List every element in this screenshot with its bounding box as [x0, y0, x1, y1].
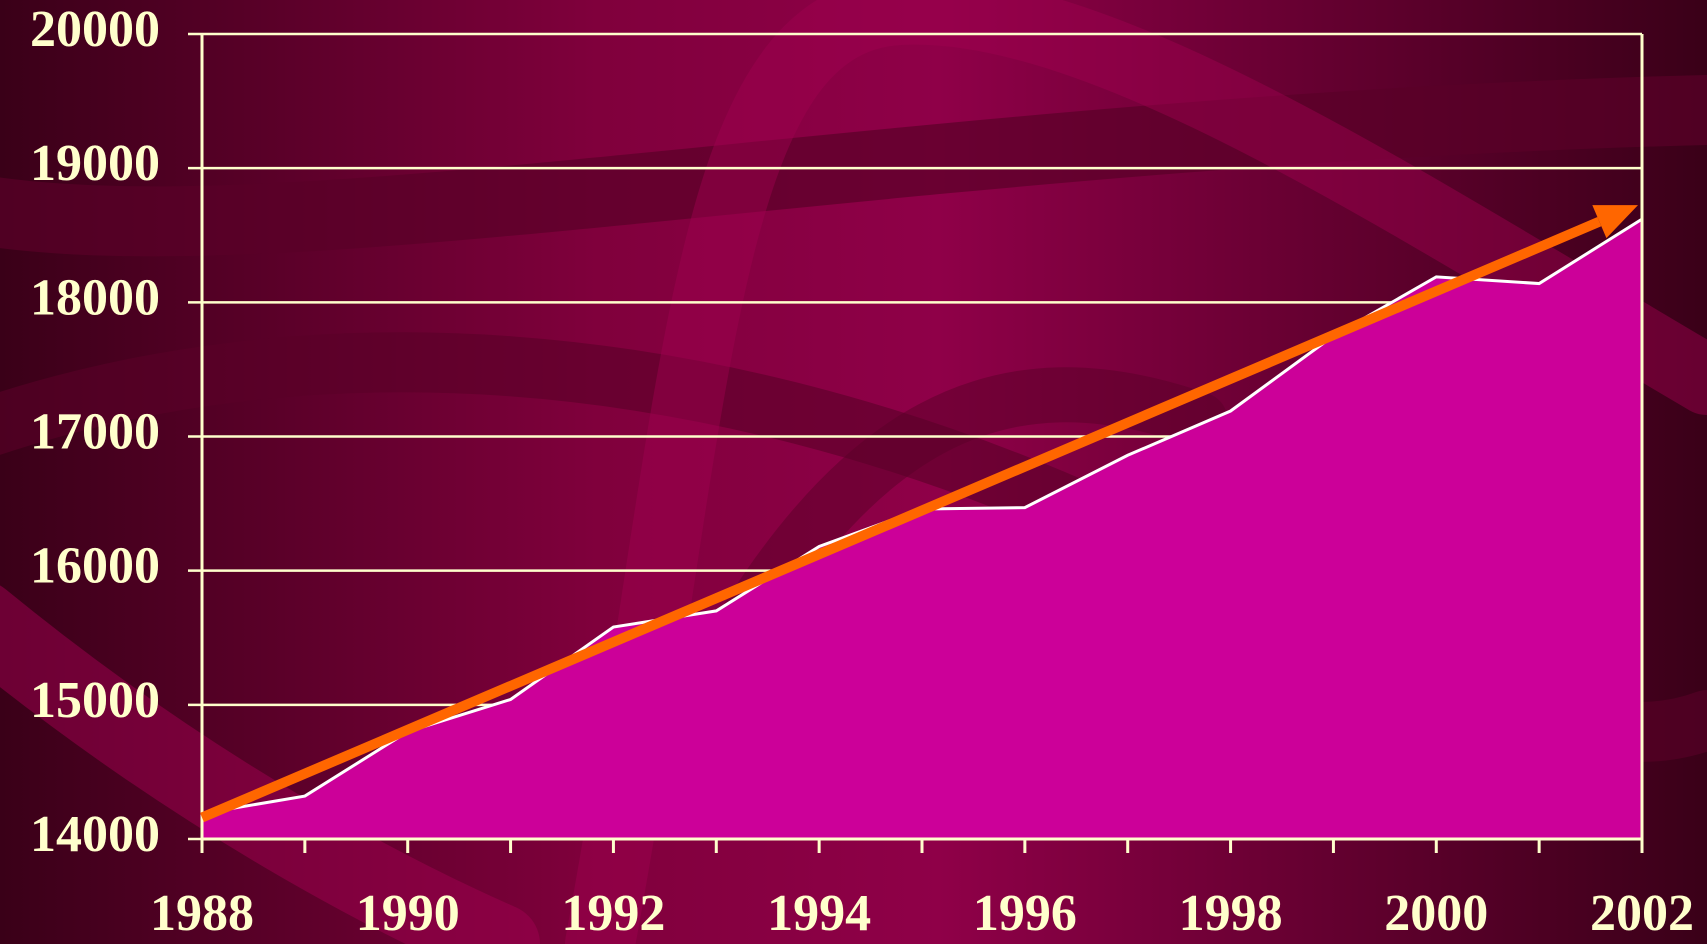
plot: 14000 15000 16000 17000 18000 19000 20000 1988 1… [30, 1, 1694, 942]
x-tick-label: 2000 [1384, 885, 1488, 942]
y-tick-label: 17000 [30, 403, 160, 460]
x-tick-label: 2002 [1590, 885, 1694, 942]
y-tick-label: 15000 [30, 672, 160, 729]
x-tick-label: 1994 [767, 885, 871, 942]
x-tick-label: 1992 [561, 885, 665, 942]
y-tick-label: 20000 [30, 1, 160, 58]
x-tick-label: 1996 [973, 885, 1077, 942]
y-tick-label: 16000 [30, 538, 160, 595]
y-tick-label: 18000 [30, 269, 160, 326]
x-tick-label: 1990 [356, 885, 460, 942]
x-tick-label: 1988 [150, 885, 254, 942]
trend-arrow [200, 217, 1602, 823]
y-tick-label: 14000 [30, 806, 160, 863]
y-tick-label: 19000 [30, 135, 160, 192]
trend-arrow-head [1592, 205, 1638, 239]
x-tick-label: 1998 [1179, 885, 1283, 942]
